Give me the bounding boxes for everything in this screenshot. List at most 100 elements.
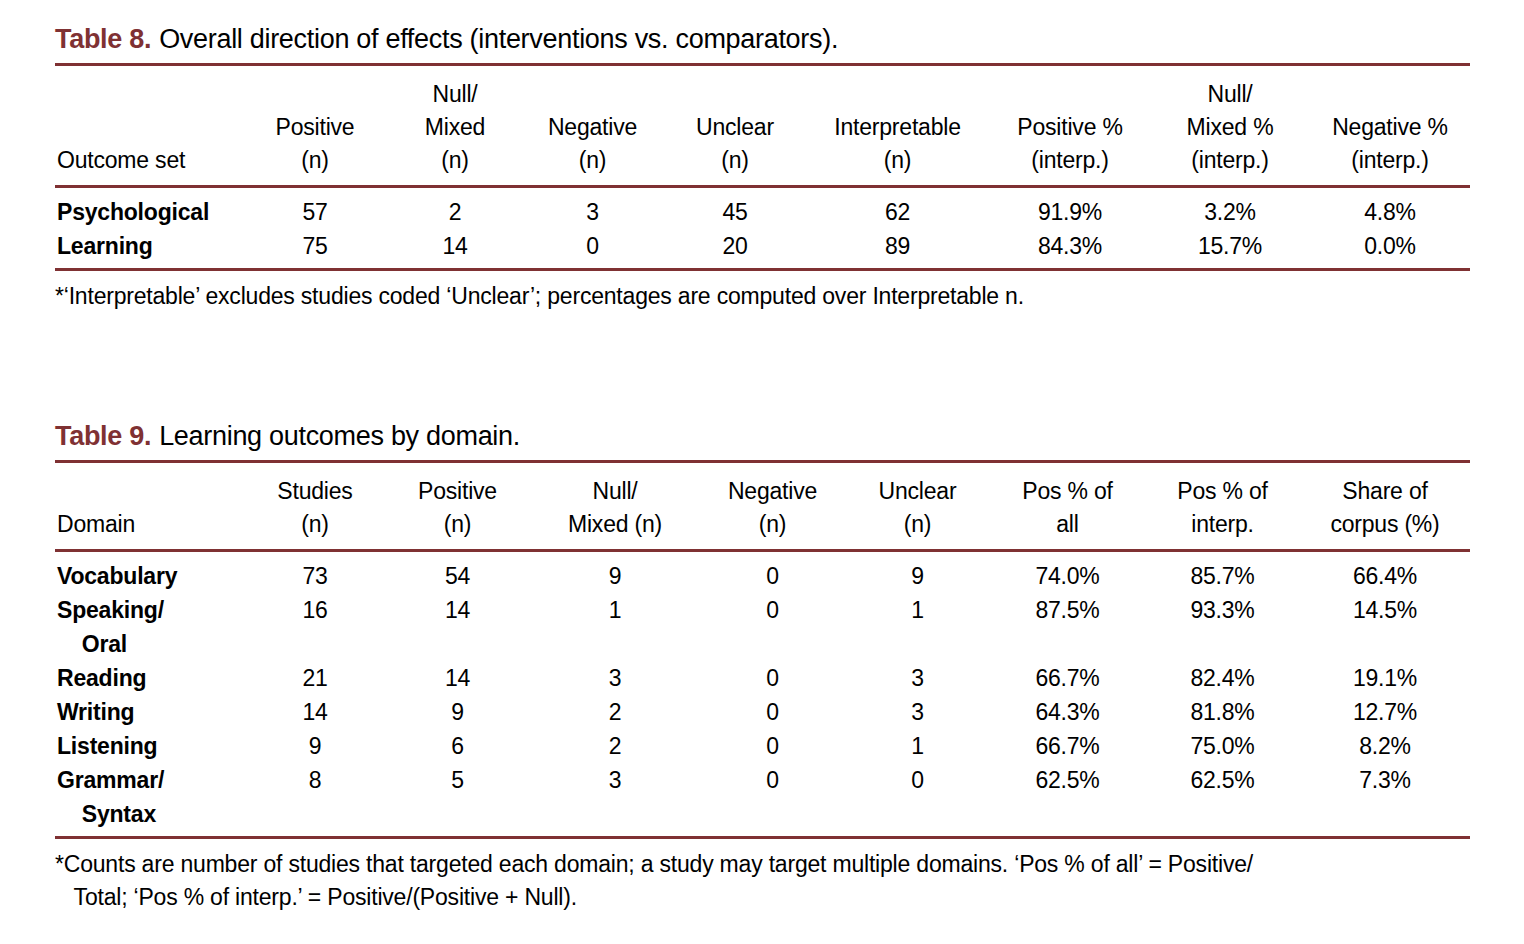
row-label: Speaking/ Oral: [55, 593, 245, 661]
cell: 0: [700, 661, 845, 695]
table8-col-negative-n: Negative (n): [520, 66, 665, 187]
cell: 9: [845, 551, 990, 594]
cell: 16: [245, 593, 385, 661]
row-label: Learning: [55, 229, 240, 270]
cell: 1: [530, 593, 700, 661]
cell: 54: [385, 551, 530, 594]
cell: 9: [530, 551, 700, 594]
cell: 62: [805, 187, 990, 230]
cell: 3: [845, 695, 990, 729]
cell: 75.0%: [1145, 729, 1300, 763]
table-row: Reading 21 14 3 0 3 66.7% 82.4% 19.1%: [55, 661, 1470, 695]
table-row: Grammar/ Syntax 8 5 3 0 0 62.5% 62.5% 7.…: [55, 763, 1470, 838]
cell: 91.9%: [990, 187, 1150, 230]
table9-col-studies-n: Studies (n): [245, 463, 385, 551]
table9: Domain Studies (n) Positive (n) Null/ Mi…: [55, 463, 1470, 839]
cell: 14: [390, 229, 520, 270]
table8-footnote: *‘Interpretable’ excludes studies coded …: [55, 280, 1470, 313]
cell: 0.0%: [1310, 229, 1470, 270]
cell: 3: [530, 763, 700, 838]
cell: 14: [385, 661, 530, 695]
table-row: Writing 14 9 2 0 3 64.3% 81.8% 12.7%: [55, 695, 1470, 729]
table8-col-positive-pct: Positive % (interp.): [990, 66, 1150, 187]
table8-col-null-mixed-n: Null/ Mixed (n): [390, 66, 520, 187]
cell: 93.3%: [1145, 593, 1300, 661]
table8-header: Outcome set Positive (n) Null/ Mixed (n)…: [55, 66, 1470, 187]
cell: 0: [700, 729, 845, 763]
cell: 66.7%: [990, 729, 1145, 763]
table8-col-interpretable-n: Interpretable (n): [805, 66, 990, 187]
table9-col-positive-n: Positive (n): [385, 463, 530, 551]
row-label: Psychological: [55, 187, 240, 230]
table9-col-unclear-n: Unclear (n): [845, 463, 990, 551]
cell: 84.3%: [990, 229, 1150, 270]
table-row: Learning 75 14 0 20 89 84.3% 15.7% 0.0%: [55, 229, 1470, 270]
table9-caption-label: Table 9.: [55, 421, 151, 451]
table9-caption: Table 9.Learning outcomes by domain.: [55, 419, 1470, 453]
table-row: Speaking/ Oral 16 14 1 0 1 87.5% 93.3% 1…: [55, 593, 1470, 661]
table9-col-domain: Domain: [55, 463, 245, 551]
cell: 1: [845, 729, 990, 763]
cell: 57: [240, 187, 390, 230]
cell: 14: [385, 593, 530, 661]
cell: 81.8%: [1145, 695, 1300, 729]
cell: 14.5%: [1300, 593, 1470, 661]
cell: 19.1%: [1300, 661, 1470, 695]
cell: 3: [530, 661, 700, 695]
cell: 0: [700, 763, 845, 838]
cell: 12.7%: [1300, 695, 1470, 729]
cell: 7.3%: [1300, 763, 1470, 838]
section-gap: [55, 313, 1470, 419]
cell: 8.2%: [1300, 729, 1470, 763]
cell: 0: [700, 695, 845, 729]
cell: 0: [700, 551, 845, 594]
cell: 8: [245, 763, 385, 838]
table-row: Psychological 57 2 3 45 62 91.9% 3.2% 4.…: [55, 187, 1470, 230]
cell: 45: [665, 187, 805, 230]
table9-col-pos-pct-interp: Pos % of interp.: [1145, 463, 1300, 551]
cell: 87.5%: [990, 593, 1145, 661]
cell: 75: [240, 229, 390, 270]
cell: 14: [245, 695, 385, 729]
cell: 89: [805, 229, 990, 270]
table9-section: Table 9.Learning outcomes by domain. Dom…: [55, 419, 1470, 914]
row-label: Listening: [55, 729, 245, 763]
cell: 0: [520, 229, 665, 270]
row-label: Grammar/ Syntax: [55, 763, 245, 838]
row-label: Reading: [55, 661, 245, 695]
table8-caption-title: Overall direction of effects (interventi…: [159, 24, 838, 54]
table9-footnote: *Counts are number of studies that targe…: [55, 848, 1470, 914]
cell: 15.7%: [1150, 229, 1310, 270]
cell: 85.7%: [1145, 551, 1300, 594]
table8-col-negative-pct: Negative % (interp.): [1310, 66, 1470, 187]
table8-body: Psychological 57 2 3 45 62 91.9% 3.2% 4.…: [55, 187, 1470, 270]
table8-header-row: Outcome set Positive (n) Null/ Mixed (n)…: [55, 66, 1470, 187]
table9-header-row: Domain Studies (n) Positive (n) Null/ Mi…: [55, 463, 1470, 551]
cell: 62.5%: [990, 763, 1145, 838]
cell: 74.0%: [990, 551, 1145, 594]
cell: 82.4%: [1145, 661, 1300, 695]
cell: 62.5%: [1145, 763, 1300, 838]
table8-col-positive-n: Positive (n): [240, 66, 390, 187]
table8-col-outcome-set: Outcome set: [55, 66, 240, 187]
cell: 20: [665, 229, 805, 270]
table9-col-share-corpus: Share of corpus (%): [1300, 463, 1470, 551]
row-label: Vocabulary: [55, 551, 245, 594]
cell: 0: [845, 763, 990, 838]
cell: 2: [530, 695, 700, 729]
table8-col-unclear-n: Unclear (n): [665, 66, 805, 187]
table9-col-pos-pct-all: Pos % of all: [990, 463, 1145, 551]
table8-col-null-mixed-pct: Null/ Mixed % (interp.): [1150, 66, 1310, 187]
row-label: Writing: [55, 695, 245, 729]
cell: 5: [385, 763, 530, 838]
cell: 4.8%: [1310, 187, 1470, 230]
cell: 73: [245, 551, 385, 594]
cell: 3.2%: [1150, 187, 1310, 230]
table9-header: Domain Studies (n) Positive (n) Null/ Mi…: [55, 463, 1470, 551]
cell: 6: [385, 729, 530, 763]
table-row: Listening 9 6 2 0 1 66.7% 75.0% 8.2%: [55, 729, 1470, 763]
cell: 66.4%: [1300, 551, 1470, 594]
cell: 9: [385, 695, 530, 729]
table8-section: Table 8.Overall direction of effects (in…: [55, 22, 1470, 313]
cell: 2: [530, 729, 700, 763]
